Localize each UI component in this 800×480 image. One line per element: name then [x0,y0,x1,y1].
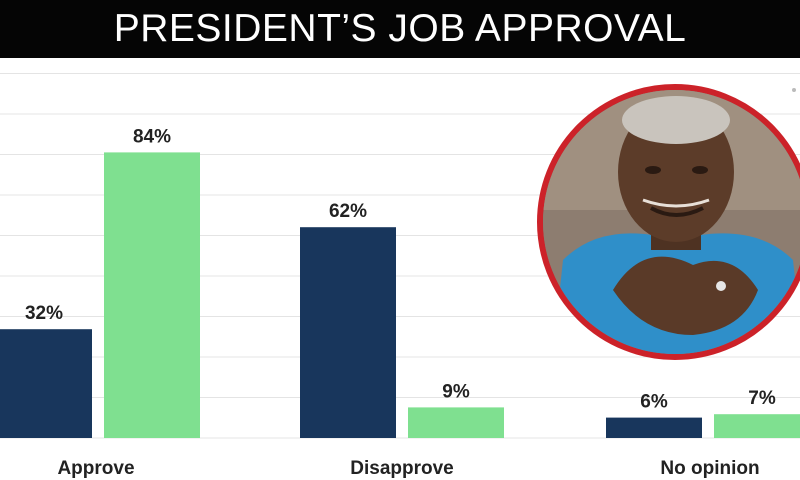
bar-approve-series-1 [0,329,92,438]
bar-disapprove-series-1 [300,227,396,438]
portrait-image [543,90,800,354]
category-label: No opinion [660,458,759,479]
bar-no-opinion-series-2 [714,414,800,438]
data-label: 84% [133,126,171,147]
bars [0,152,800,438]
data-label: 9% [442,381,470,402]
data-label: 6% [640,392,668,413]
title-bar: PRESIDENT’S JOB APPROVAL [0,0,800,58]
data-label: 32% [25,303,63,324]
bar-approve-series-2 [104,152,200,438]
bar-no-opinion-series-1 [606,417,702,438]
category-labels: Approve Disapprove No opinion [57,458,759,479]
data-label: 62% [329,201,367,222]
category-label: Approve [57,458,134,479]
data-labels: 32% 84% 62% 9% 6% 7% [25,126,776,412]
president-portrait [537,84,800,360]
chart-title: PRESIDENT’S JOB APPROVAL [113,7,687,50]
bar-chart: 32% 84% 62% 9% 6% 7% Approve Disapprove No opin… [0,73,800,479]
data-label: 7% [748,388,776,409]
decorative-dot [792,88,796,92]
bar-disapprove-series-2 [408,407,504,438]
category-label: Disapprove [350,458,453,479]
